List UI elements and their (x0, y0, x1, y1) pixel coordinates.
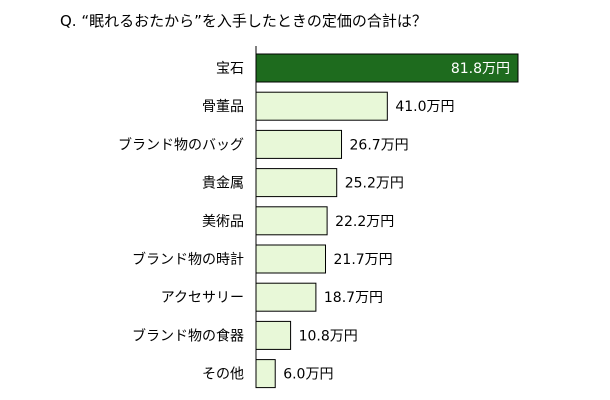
bar-6 (255, 282, 317, 312)
value-label-5: 21.7万円 (334, 252, 393, 268)
category-label-0: 宝石 (216, 61, 244, 77)
value-label-3: 25.2万円 (345, 176, 404, 192)
category-label-1: 骨董品 (202, 99, 244, 115)
value-label-4: 22.2万円 (335, 214, 394, 230)
category-label-5: ブランド物の時計 (132, 251, 244, 268)
value-label-6: 18.7万円 (324, 290, 383, 306)
bar-1 (255, 91, 388, 121)
category-label-2: ブランド物のバッグ (118, 136, 244, 153)
category-label-6: アクセサリー (161, 290, 244, 306)
bar-2 (255, 129, 343, 159)
bar-7 (255, 320, 292, 350)
bar-3 (255, 168, 338, 198)
category-label-7: ブランド物の食器 (132, 327, 244, 344)
bar-4 (255, 206, 328, 236)
category-label-3: 貴金属 (202, 176, 244, 192)
bars-layer (255, 53, 519, 389)
bar-5 (255, 244, 327, 274)
value-label-1: 41.0万円 (395, 99, 454, 115)
value-label-0: 81.8万円 (451, 61, 510, 77)
category-label-4: 美術品 (202, 214, 244, 230)
value-label-2: 26.7万円 (350, 137, 409, 153)
bar-8 (255, 359, 276, 389)
chart-title: Q. “眠れるおたから”を入手したときの定価の合計は？ (60, 12, 427, 30)
bar-0 (255, 53, 519, 83)
value-label-8: 6.0万円 (283, 367, 333, 383)
category-label-8: その他 (202, 367, 244, 383)
value-label-7: 10.8万円 (299, 328, 358, 344)
